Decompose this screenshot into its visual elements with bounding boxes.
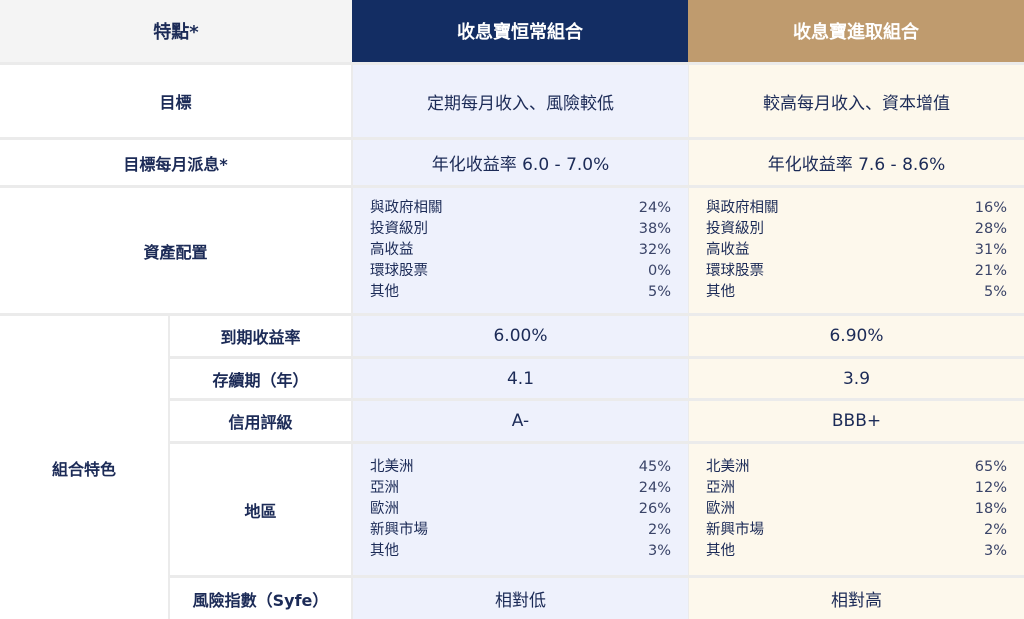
list-item: 其他 3% [370, 543, 671, 559]
list-item: 新興市場 2% [370, 522, 671, 538]
list-item: 其他 5% [706, 284, 1007, 300]
row-label-features: 組合特色 [0, 316, 168, 619]
goal-conservative: 定期每月收入、風險較低 [353, 65, 688, 137]
list-item: 新興市場 2% [706, 522, 1007, 538]
ytm-aggressive: 6.90% [689, 316, 1024, 356]
row-label-goal: 目標 [0, 65, 351, 137]
region-aggressive: 北美洲 65% 亞洲 12% 歐洲 18% 新興市場 2% 其他 3% [689, 444, 1024, 575]
list-item: 環球股票 0% [370, 263, 671, 279]
region-conservative: 北美洲 45% 亞洲 24% 歐洲 26% 新興市場 2% 其他 3% [353, 444, 688, 575]
list-item: 投資級別 38% [370, 221, 671, 237]
header-feature: 特點* [0, 0, 352, 62]
rating-conservative: A- [353, 401, 688, 441]
list-item: 投資級別 28% [706, 221, 1007, 237]
list-item: 歐洲 26% [370, 501, 671, 517]
duration-aggressive: 3.9 [689, 359, 1024, 398]
row-label-rating: 信用評級 [170, 401, 351, 441]
allocation-conservative: 與政府相關 24% 投資級別 38% 高收益 32% 環球股票 0% 其他 5% [353, 188, 688, 313]
list-item: 亞洲 24% [370, 480, 671, 496]
list-item: 高收益 31% [706, 242, 1007, 258]
ytm-conservative: 6.00% [353, 316, 688, 356]
risk-aggressive: 相對高 [689, 578, 1024, 619]
row-label-dividend: 目標每月派息* [0, 140, 351, 185]
row-label-ytm: 到期收益率 [170, 316, 351, 356]
list-item: 北美洲 65% [706, 459, 1007, 475]
list-item: 亞洲 12% [706, 480, 1007, 496]
list-item: 與政府相關 24% [370, 200, 671, 216]
header-conservative: 收息寶恒常組合 [352, 0, 688, 62]
header-aggressive: 收息寶進取組合 [688, 0, 1024, 62]
row-label-region: 地區 [170, 444, 351, 575]
goal-aggressive: 較高每月收入、資本增值 [689, 65, 1024, 137]
row-label-allocation: 資產配置 [0, 188, 351, 313]
list-item: 與政府相關 16% [706, 200, 1007, 216]
dividend-aggressive: 年化收益率 7.6 - 8.6% [689, 140, 1024, 185]
list-item: 高收益 32% [370, 242, 671, 258]
list-item: 環球股票 21% [706, 263, 1007, 279]
list-item: 歐洲 18% [706, 501, 1007, 517]
duration-conservative: 4.1 [353, 359, 688, 398]
row-label-duration: 存續期（年） [170, 359, 351, 398]
dividend-conservative: 年化收益率 6.0 - 7.0% [353, 140, 688, 185]
row-label-risk: 風險指數（Syfe） [170, 578, 351, 619]
list-item: 其他 5% [370, 284, 671, 300]
list-item: 北美洲 45% [370, 459, 671, 475]
allocation-aggressive: 與政府相關 16% 投資級別 28% 高收益 31% 環球股票 21% 其他 5% [689, 188, 1024, 313]
rating-aggressive: BBB+ [689, 401, 1024, 441]
list-item: 其他 3% [706, 543, 1007, 559]
risk-conservative: 相對低 [353, 578, 688, 619]
